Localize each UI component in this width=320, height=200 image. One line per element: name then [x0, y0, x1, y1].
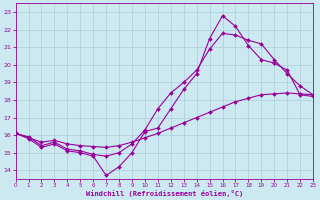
X-axis label: Windchill (Refroidissement éolien,°C): Windchill (Refroidissement éolien,°C) — [86, 190, 243, 197]
